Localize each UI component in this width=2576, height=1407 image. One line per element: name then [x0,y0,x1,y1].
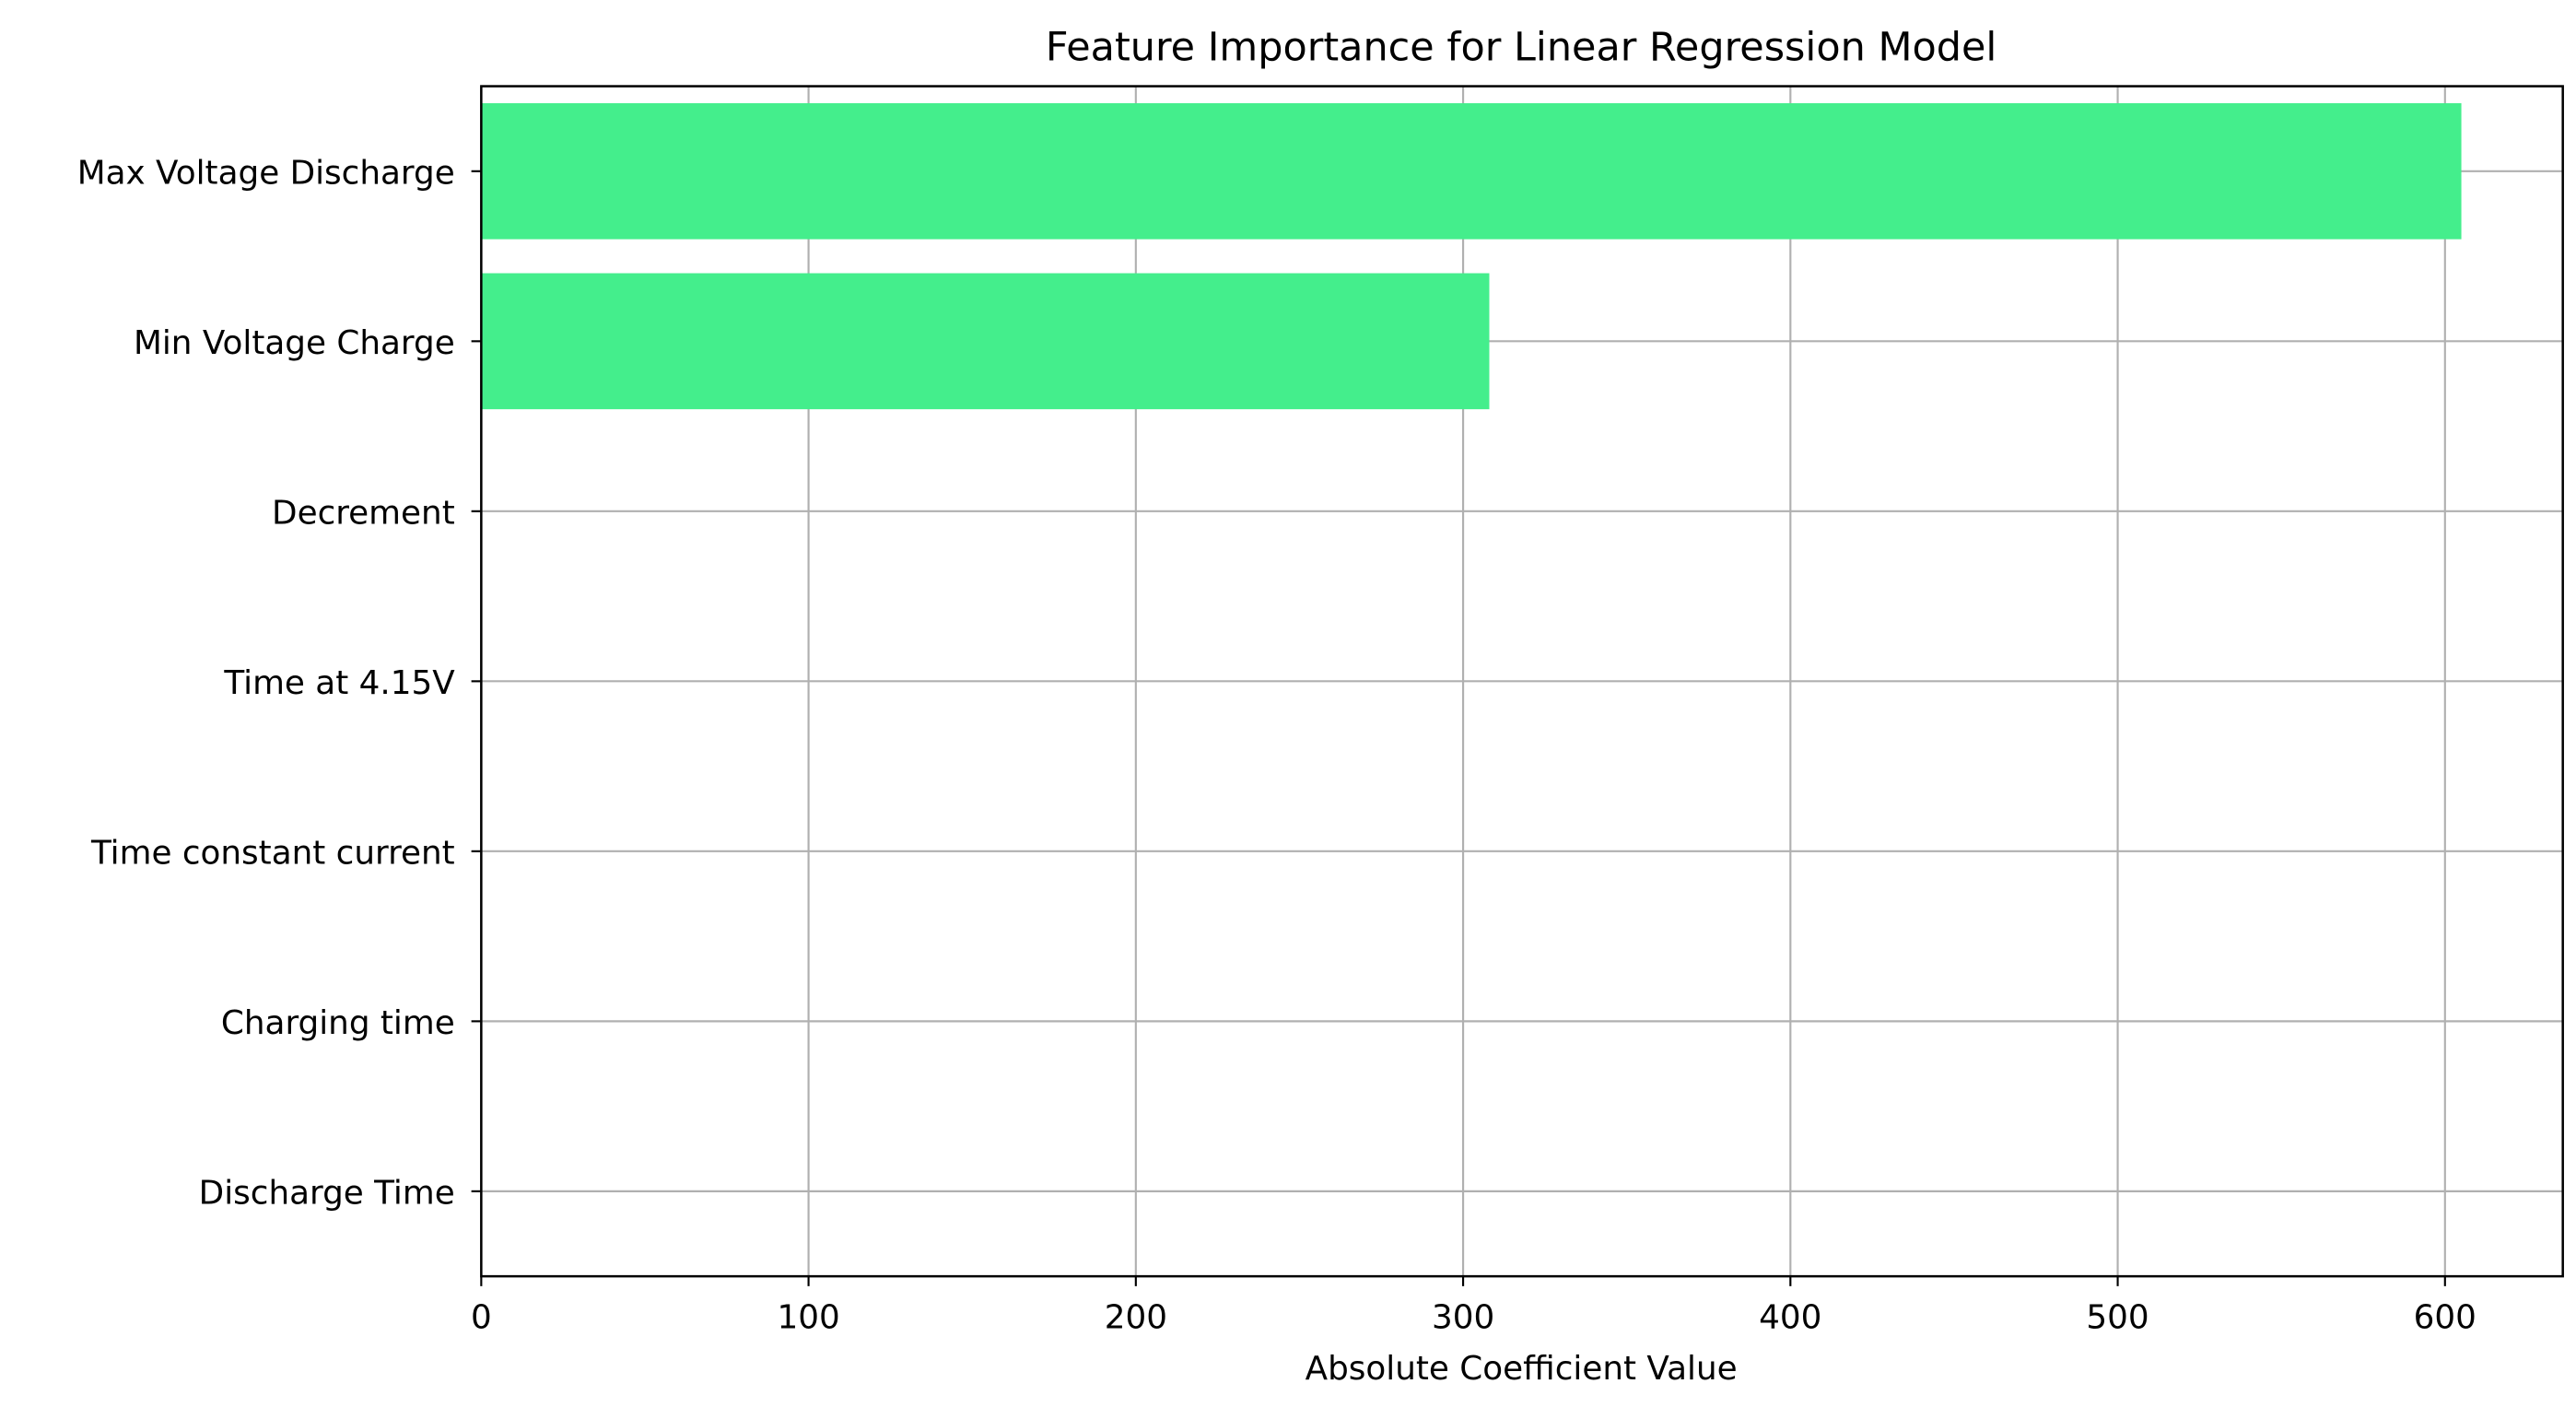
y-tick-label: Discharge Time [199,1174,455,1212]
y-tick-label: Charging time [221,1004,455,1042]
x-tick-label: 300 [1432,1299,1494,1337]
chart-title: Feature Importance for Linear Regression… [1046,25,1996,71]
y-tick-label: Min Voltage Charge [134,324,455,362]
x-tick-label: 600 [2414,1299,2476,1337]
y-tick-label: Max Voltage Discharge [77,154,455,192]
x-axis-label: Absolute Coefficient Value [1306,1350,1738,1388]
bar [481,273,1490,410]
bar [481,103,2462,240]
plot-frame [480,85,2564,1278]
y-tick-label: Decrement [272,494,455,532]
y-tick-label: Time at 4.15V [223,664,455,702]
x-tick-label: 200 [1105,1299,1167,1337]
x-tick-label: 100 [777,1299,839,1337]
x-tick-label: 400 [1759,1299,1821,1337]
x-tick-label: 500 [2086,1299,2149,1337]
y-tick-label: Time constant current [90,834,455,872]
x-tick-label: 0 [471,1299,492,1337]
